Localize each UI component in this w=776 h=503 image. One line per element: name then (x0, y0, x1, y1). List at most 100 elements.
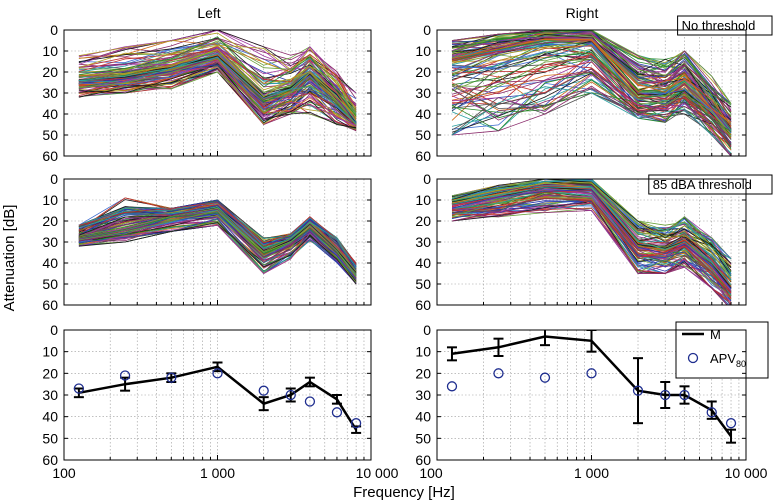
series-line (451, 186, 732, 288)
series-line (78, 64, 357, 125)
series-line (78, 57, 357, 125)
series-line (451, 36, 732, 123)
series-line (451, 85, 732, 146)
plot-content (451, 30, 732, 156)
y-tick-label: 30 (42, 234, 58, 250)
apv-marker (660, 389, 671, 401)
series-line (451, 181, 732, 279)
y-tick-label: 30 (415, 387, 431, 403)
series-line (451, 87, 732, 146)
y-tick-label: 20 (42, 64, 58, 80)
apv-marker (706, 407, 717, 418)
y-tick-label: 20 (42, 365, 58, 381)
series-line (78, 66, 357, 127)
y-tick-label: 50 (415, 276, 431, 292)
y-tick-label: 40 (42, 409, 58, 425)
panels: 0 10 20 30 40 50 60 No threshold 0 10 20 30 40 50 60 0 1… (42, 15, 773, 481)
series-line (78, 53, 357, 123)
panel-right-85dba-threshold: 85 dBA threshold 0 10 20 30 40 50 60 (415, 171, 773, 313)
series-line (451, 31, 732, 120)
y-tick-label: 0 (50, 322, 58, 338)
right-column-title: Right (566, 5, 599, 21)
plot-content (446, 330, 737, 444)
series-line (78, 212, 357, 277)
y-tick-label: 40 (415, 409, 431, 425)
series-line (451, 193, 732, 297)
series-line (451, 54, 732, 146)
series-line (78, 38, 357, 94)
series-line (451, 30, 732, 106)
series-line (451, 37, 732, 131)
series-line (451, 30, 732, 108)
y-tick-label: 60 (415, 452, 431, 468)
y-tick-label: 60 (42, 297, 58, 313)
panel-left-85dba-threshold: 0 10 20 30 40 50 60 (42, 171, 372, 313)
series-line (78, 66, 357, 127)
series-line (451, 38, 732, 122)
series-line (451, 182, 732, 267)
y-tick-label: 50 (415, 127, 431, 143)
series-line (78, 221, 357, 280)
series-line (451, 31, 732, 104)
y-tick-label: 0 (423, 322, 431, 338)
y-tick-label: 10 (415, 43, 431, 59)
y-tick-label: 10 (415, 192, 431, 208)
series-line (78, 37, 357, 111)
y-tick-label: 0 (423, 22, 431, 38)
series-line (451, 189, 732, 289)
series-line (451, 179, 732, 260)
x-tick-label: 10 000 (725, 465, 768, 481)
grid (64, 330, 371, 460)
panel-right-no-threshold: No threshold 0 10 20 30 40 50 60 (415, 15, 773, 164)
series-line (78, 36, 357, 117)
y-tick-label: 10 (42, 192, 58, 208)
x-tick-label: 100 (419, 465, 443, 481)
x-axis-label: Frequency [Hz] (353, 484, 455, 501)
y-tick-label: 60 (415, 297, 431, 313)
y-tick-label: 50 (42, 127, 58, 143)
series-line (451, 202, 728, 305)
series-line (78, 44, 357, 111)
y-axis-label: Attenuation [dB] (1, 205, 18, 312)
x-tick-label: 10 000 (356, 465, 399, 481)
legend-m-label: M (710, 327, 721, 342)
series-line (78, 30, 357, 94)
legend-apv-label: APV80 (710, 351, 746, 369)
y-tick-label: 10 (42, 344, 58, 360)
series-line (78, 38, 357, 107)
apv-marker (73, 383, 85, 394)
series-line (451, 187, 732, 293)
y-tick-label: 30 (42, 85, 58, 101)
series-line (451, 180, 732, 274)
series-line (451, 44, 732, 135)
series-line (78, 55, 357, 124)
y-tick-label: 50 (42, 430, 58, 446)
annotation-label: No threshold (682, 18, 756, 33)
y-tick-label: 20 (415, 213, 431, 229)
y-tick-label: 20 (42, 213, 58, 229)
apv-marker (725, 418, 737, 429)
series-line (451, 182, 732, 269)
y-tick-label: 0 (50, 22, 58, 38)
apv-marker (586, 368, 597, 379)
y-tick-label: 60 (42, 148, 58, 164)
series-line (451, 39, 732, 124)
series-line (78, 42, 357, 119)
plot-content (73, 361, 362, 434)
x-tick-label: 1 000 (574, 465, 609, 481)
apv-marker (304, 396, 316, 407)
series-line (78, 202, 357, 266)
x-tick-label: 1 000 (200, 465, 235, 481)
series-line (78, 56, 357, 124)
plot-content (78, 197, 357, 285)
legend: M APV80 (675, 321, 769, 379)
apv-marker (166, 372, 177, 383)
apv-marker (119, 370, 131, 381)
apv-marker (331, 407, 343, 418)
apv-marker (632, 385, 644, 396)
series-line (451, 86, 732, 154)
y-tick-label: 40 (42, 106, 58, 122)
series-line (78, 58, 357, 125)
apv-marker (212, 368, 223, 379)
